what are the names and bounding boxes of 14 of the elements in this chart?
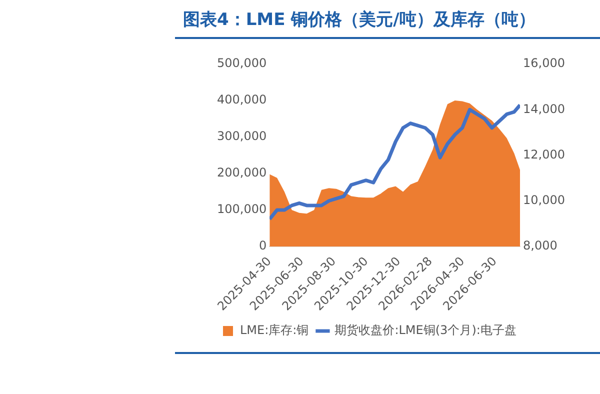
y2-tick-label: 14,000 (523, 102, 566, 116)
y-tick-label: 300,000 (217, 129, 267, 144)
legend-label: LME:库存:铜 (240, 323, 309, 338)
y2-tick-label: 12,000 (523, 147, 566, 162)
y-tick-label: 400,000 (217, 92, 267, 107)
y-tick-label: 0 (258, 238, 267, 253)
y2-tick-label: 10,000 (523, 193, 566, 208)
y2-tick-label: 8,000 (523, 238, 558, 253)
legend-label: 期货收盘价:LME铜(3个月):电子盘 (334, 323, 516, 338)
chart-title: 图表4：LME 铜价格（美元/吨）及库存（吨） (183, 9, 536, 31)
y-tick-label: 500,000 (217, 56, 267, 70)
y2-tick-label: 16,000 (523, 56, 566, 70)
y-tick-label: 200,000 (217, 166, 267, 180)
y-tick-label: 100,000 (217, 202, 267, 216)
